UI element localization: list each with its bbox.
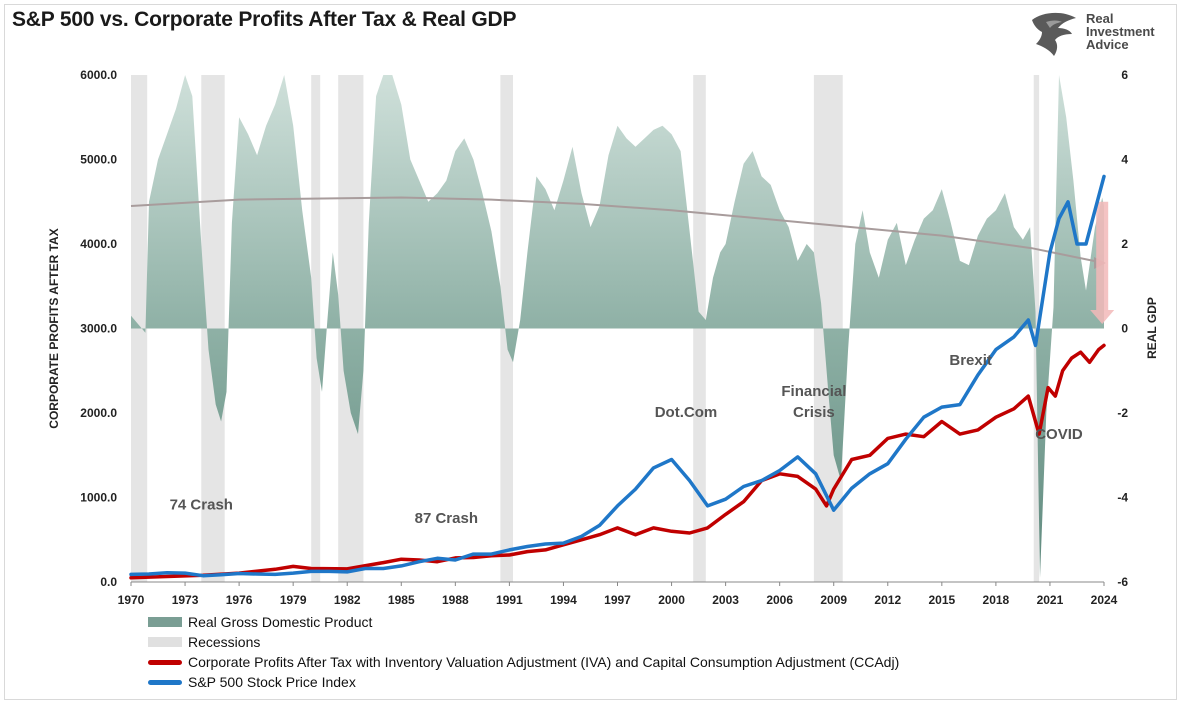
chart-frame bbox=[4, 4, 1177, 700]
legend-item-gdp: Real Gross Domestic Product bbox=[148, 612, 899, 632]
x-tick-label: 1979 bbox=[280, 593, 307, 607]
y2-tick-label: -4 bbox=[1117, 491, 1128, 505]
corporate-profits-line bbox=[129, 343, 1106, 580]
y-tick-label: 0.0 bbox=[100, 575, 117, 589]
legend: Real Gross Domestic Product Recessions C… bbox=[148, 612, 899, 692]
legend-label-gdp: Real Gross Domestic Product bbox=[188, 614, 373, 630]
y-tick-label: 4000.0 bbox=[80, 237, 117, 251]
x-tick-label: 1970 bbox=[118, 593, 145, 607]
y-tick-label: 6000.0 bbox=[80, 68, 117, 82]
logo-line-3: Advice bbox=[1086, 37, 1129, 52]
legend-swatch-profits bbox=[148, 659, 182, 665]
y-tick-label: 5000.0 bbox=[80, 153, 117, 167]
x-tick-label: 1991 bbox=[496, 593, 523, 607]
annotation-label: COVID bbox=[1035, 426, 1083, 443]
x-tick-label: 2018 bbox=[983, 593, 1010, 607]
logo-line-2: Investment bbox=[1086, 24, 1155, 39]
gdp-area-path bbox=[131, 75, 1104, 578]
axes: 1970 1973 1976 1979 1982 1985 1988 1991 1994 1997… bbox=[47, 68, 1159, 607]
legend-item-profits: Corporate Profits After Tax with Invento… bbox=[148, 652, 899, 672]
down-arrow-shaft bbox=[1096, 201, 1109, 311]
gdp-area bbox=[131, 75, 1104, 578]
y-axis-label: CORPORATE PROFITS AFTER TAX bbox=[47, 228, 61, 428]
brand-logo: Real Investment Advice bbox=[1028, 10, 1178, 60]
logo-line-1: Real bbox=[1086, 11, 1114, 26]
x-tick-label: 2003 bbox=[712, 593, 739, 607]
x-tick-label: 1994 bbox=[550, 593, 577, 607]
x-tick-label: 2012 bbox=[874, 593, 901, 607]
series-lines bbox=[129, 174, 1106, 580]
x-tick-label: 1997 bbox=[604, 593, 631, 607]
annotation-label: 87 Crash bbox=[415, 510, 478, 527]
x-tick-label: 2006 bbox=[766, 593, 793, 607]
x-tick-label: 1988 bbox=[442, 593, 469, 607]
y2-tick-label: 4 bbox=[1121, 153, 1128, 167]
x-tick-label: 2021 bbox=[1037, 593, 1064, 607]
x-tick-label: 2015 bbox=[928, 593, 955, 607]
x-tick-label: 2000 bbox=[658, 593, 685, 607]
logo-text: Real Investment Advice bbox=[1086, 12, 1155, 51]
chart-title: S&P 500 vs. Corporate Profits After Tax … bbox=[12, 8, 517, 31]
y-tick-label: 2000.0 bbox=[80, 406, 117, 420]
legend-swatch-sp500 bbox=[148, 679, 182, 685]
x-tick-label: 1976 bbox=[226, 593, 253, 607]
annotation-label: Financial bbox=[781, 383, 846, 400]
trend-arrow bbox=[1090, 201, 1115, 325]
x-tick-label: 2024 bbox=[1091, 593, 1118, 607]
annotations: 74 Crash 87 Crash Dot.Com Financial Crisis Br… bbox=[170, 352, 1083, 527]
sp500-line bbox=[129, 174, 1106, 578]
legend-label-recessions: Recessions bbox=[188, 634, 261, 650]
y2-tick-label: 2 bbox=[1121, 237, 1128, 251]
legend-label-profits: Corporate Profits After Tax with Invento… bbox=[188, 654, 900, 670]
legend-item-sp500: S&P 500 Stock Price Index bbox=[148, 672, 899, 692]
legend-item-recessions: Recessions bbox=[148, 632, 899, 652]
y2-tick-label: -2 bbox=[1117, 406, 1128, 420]
legend-swatch-gdp bbox=[148, 617, 182, 627]
y-tick-label: 3000.0 bbox=[80, 322, 117, 336]
x-tick-label: 2009 bbox=[820, 593, 847, 607]
gdp-trend-polyline bbox=[130, 196, 1105, 264]
y2-axis-label: REAL GDP bbox=[1145, 297, 1159, 359]
y2-tick-label: 6 bbox=[1121, 68, 1128, 82]
y2-tick-label: 0 bbox=[1121, 322, 1128, 336]
x-tick-label: 1985 bbox=[388, 593, 415, 607]
eagle-icon bbox=[1032, 12, 1076, 56]
down-arrow-head bbox=[1090, 310, 1115, 325]
x-tick-label: 1982 bbox=[334, 593, 361, 607]
legend-swatch-recessions bbox=[148, 637, 182, 647]
annotation-label: 74 Crash bbox=[170, 496, 233, 513]
annotation-label: Crisis bbox=[793, 404, 835, 421]
legend-label-sp500: S&P 500 Stock Price Index bbox=[188, 674, 356, 690]
annotation-label: Brexit bbox=[949, 352, 992, 369]
x-tick-label: 1973 bbox=[172, 593, 199, 607]
y2-tick-label: -6 bbox=[1117, 575, 1128, 589]
annotation-label: Dot.Com bbox=[655, 404, 718, 421]
y-tick-label: 1000.0 bbox=[80, 491, 117, 505]
